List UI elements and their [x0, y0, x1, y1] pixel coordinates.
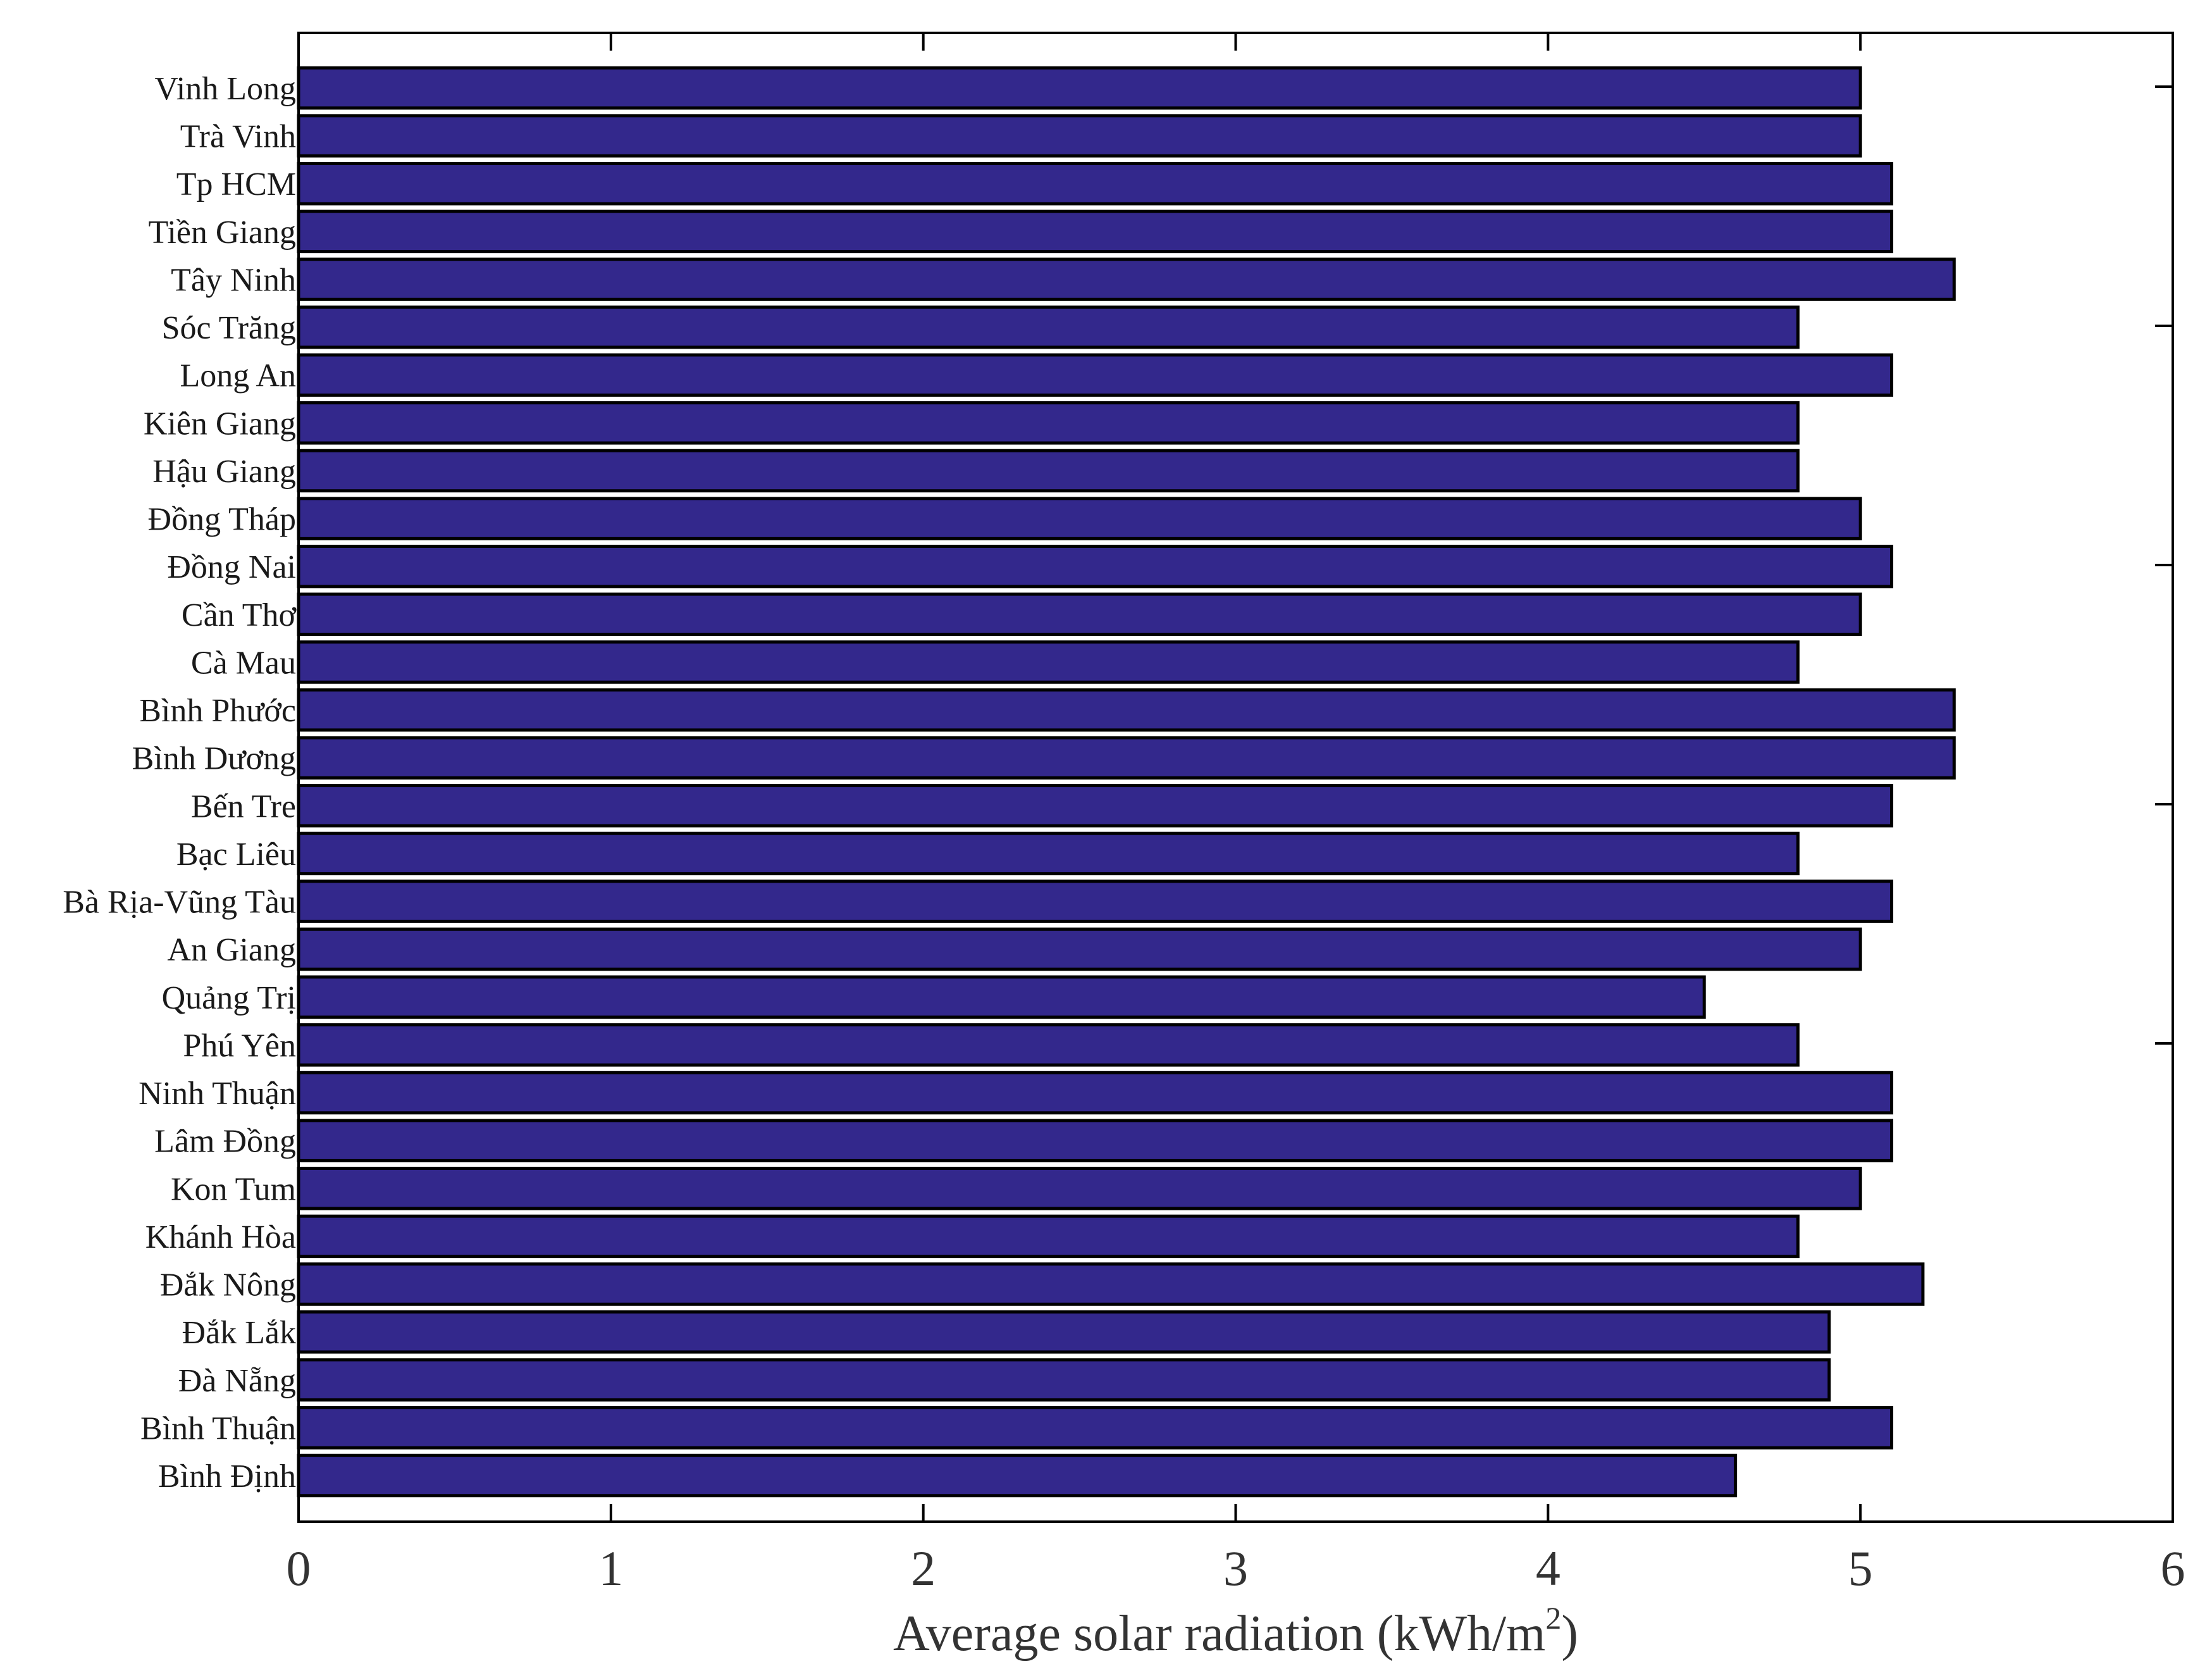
bar	[297, 736, 1956, 780]
category-label: Cần Thơ	[182, 597, 297, 633]
category-label: Đồng Nai	[167, 549, 296, 585]
bar	[297, 1214, 1800, 1258]
bar	[297, 879, 1894, 923]
bar	[297, 1023, 1800, 1067]
category-label: Tây Ninh	[171, 262, 296, 298]
bar	[297, 544, 1894, 588]
bar	[297, 592, 1862, 637]
category-label: Bến Tre	[191, 788, 296, 824]
category-label: Bình Phước	[139, 693, 296, 729]
bar	[297, 1406, 1894, 1450]
ticks-layer	[297, 33, 2174, 1522]
x-tick-labels: 0 1 2 3 4 5 6	[287, 1541, 2185, 1596]
category-label: Tp HCM	[176, 166, 296, 202]
category-label: Đắk Lắk	[182, 1315, 296, 1351]
category-label: Sóc Trăng	[162, 310, 296, 346]
bar	[297, 1119, 1894, 1162]
category-label: Tiền Giang	[148, 214, 296, 251]
category-label: Bình Thuận	[140, 1410, 296, 1446]
category-label: Lâm Đồng	[154, 1124, 296, 1160]
category-label: Ninh Thuận	[139, 1076, 296, 1112]
bar	[297, 831, 1800, 876]
category-label: Kon Tum	[171, 1171, 296, 1207]
category-label: Đà Nẵng	[178, 1363, 296, 1399]
category-label: Bình Dương	[132, 741, 296, 777]
bars-layer	[297, 66, 1956, 1498]
category-label: Bình Định	[158, 1458, 296, 1495]
bar	[297, 1071, 1894, 1115]
category-label: Quảng Trị	[162, 980, 296, 1016]
x-tick-label: 6	[2161, 1541, 2185, 1596]
category-label: Bà Rịa-Vũng Tàu	[63, 885, 296, 921]
bar	[297, 497, 1862, 540]
bar	[297, 975, 1706, 1019]
bar	[297, 1167, 1862, 1210]
bar	[297, 353, 1894, 397]
bar	[297, 449, 1800, 493]
bar	[297, 688, 1956, 732]
category-label: An Giang	[167, 932, 296, 968]
category-label: Cà Mau	[191, 645, 296, 681]
bar	[297, 401, 1800, 445]
category-label: Khánh Hòa	[145, 1219, 296, 1255]
bar	[297, 1262, 1925, 1306]
x-axis-title-text: Average solar radiation (kWh/m	[893, 1606, 1545, 1662]
category-label: Đồng Tháp	[148, 502, 296, 538]
bar	[297, 1453, 1738, 1498]
bar	[297, 784, 1894, 828]
x-tick-label: 3	[1223, 1541, 1248, 1596]
bar	[297, 305, 1800, 349]
x-tick-label: 1	[598, 1541, 623, 1596]
bar	[297, 927, 1862, 971]
bar	[297, 209, 1894, 254]
bar	[297, 1358, 1831, 1402]
category-label: Đắk Nông	[160, 1267, 296, 1303]
x-tick-label: 5	[1848, 1541, 1873, 1596]
category-label: Bạc Liêu	[176, 836, 296, 873]
x-tick-label: 4	[1536, 1541, 1560, 1596]
bar	[297, 1310, 1831, 1354]
bar	[297, 161, 1894, 206]
x-axis-title-end: )	[1561, 1606, 1578, 1662]
category-label: Hậu Giang	[152, 454, 296, 490]
bar	[297, 66, 1862, 110]
x-tick-label: 2	[911, 1541, 936, 1596]
category-label: Long An	[180, 358, 296, 394]
x-tick-label: 0	[287, 1541, 311, 1596]
category-labels: Vinh Long Trà Vinh Tp HCM Tiền Giang Tây Nin…	[63, 71, 297, 1495]
bar	[297, 640, 1800, 684]
x-axis-title: Average solar radiation (kWh/m2)	[893, 1600, 1578, 1662]
bar	[297, 114, 1862, 158]
x-axis-title-superscript: 2	[1545, 1600, 1561, 1636]
bar	[297, 258, 1956, 301]
category-label: Phú Yên	[183, 1028, 296, 1064]
category-label: Trà Vinh	[180, 119, 296, 155]
category-label: Vinh Long	[154, 71, 296, 107]
category-label: Kiên Giang	[144, 406, 296, 442]
